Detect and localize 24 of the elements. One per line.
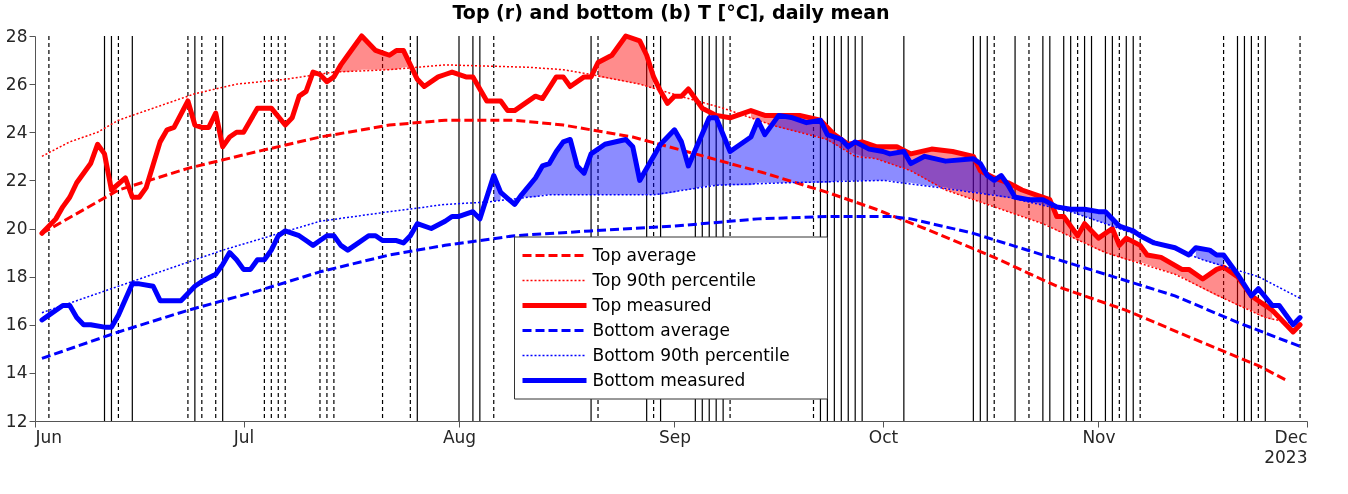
x-tick-label: Dec xyxy=(1274,426,1308,447)
legend-label: Top 90th percentile xyxy=(591,269,757,290)
legend-label: Top average xyxy=(591,244,697,265)
legend-label: Bottom average xyxy=(592,319,730,340)
legend-label: Top measured xyxy=(591,294,712,315)
x-axis-title: 2023 xyxy=(1264,446,1308,467)
y-tick-label: 24 xyxy=(5,121,28,142)
x-tick-label: Jul xyxy=(232,426,255,447)
y-tick-label: 28 xyxy=(5,25,28,46)
y-tick-label: 12 xyxy=(5,410,28,431)
y-tick-label: 16 xyxy=(5,314,28,335)
x-tick-label: Sep xyxy=(658,426,691,447)
y-tick-label: 18 xyxy=(5,266,28,287)
x-tick-label: Nov xyxy=(1082,426,1116,447)
x-tick-label: Jun xyxy=(34,426,63,447)
y-tick-label: 14 xyxy=(5,362,28,383)
y-tick-label: 26 xyxy=(5,73,28,94)
y-tick-label: 20 xyxy=(5,218,28,238)
y-tick-label: 22 xyxy=(5,169,28,190)
chart-title: Top (r) and bottom (b) T [°C], daily mean xyxy=(452,1,890,23)
legend-label: Bottom measured xyxy=(592,369,746,390)
x-tick-label: Aug xyxy=(442,426,477,447)
legend-label: Bottom 90th percentile xyxy=(592,344,790,365)
x-tick-label: Oct xyxy=(868,426,899,447)
